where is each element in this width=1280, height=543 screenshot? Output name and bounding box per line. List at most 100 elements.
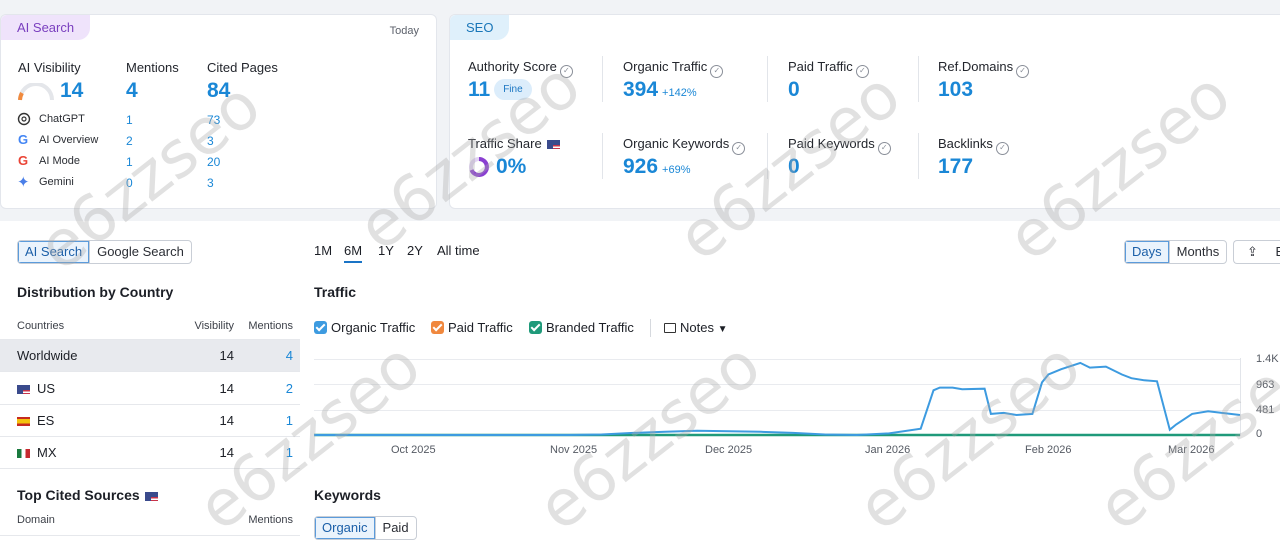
export-label: Exp (1269, 244, 1280, 259)
source-mentions[interactable]: 0 (126, 176, 133, 190)
legend-paid[interactable]: Paid Traffic (431, 320, 513, 335)
paid-traffic-label: Paid Traffic ✓ (788, 59, 869, 78)
source-name: AI Mode (39, 155, 80, 167)
info-icon[interactable]: ✓ (855, 65, 869, 78)
source-mentions[interactable]: 2 (126, 134, 133, 148)
mentions-label: Mentions (126, 60, 179, 75)
country-mentions[interactable]: 1 (285, 445, 293, 460)
google-search-toggle[interactable]: Google Search (89, 241, 191, 263)
notes-dropdown[interactable]: Notes ▼ (664, 320, 728, 335)
authority-score: 11 Fine (468, 78, 532, 102)
es-flag-icon (17, 417, 30, 426)
seo-card: SEO (449, 14, 1280, 209)
backlinks-value[interactable]: 177 (938, 155, 974, 178)
country-mentions[interactable]: 4 (285, 348, 293, 363)
paid-toggle[interactable]: Paid (374, 517, 416, 539)
country-visibility: 14 (219, 445, 234, 460)
ai-source-list: ChatGPT 1 73 G AI Overview 2 3 G AI Mode… (17, 111, 247, 195)
traffic-chart (314, 361, 1241, 437)
tab-6m[interactable]: 6M (344, 243, 363, 263)
ref-domains-value[interactable]: 103 (938, 78, 974, 101)
days-toggle[interactable]: Days (1125, 241, 1169, 263)
info-icon[interactable]: ✓ (710, 65, 724, 78)
keywords-toggle: Organic Paid (314, 516, 417, 540)
google-icon: G (18, 132, 29, 147)
traffic-share-donut-icon (469, 157, 489, 177)
traffic-share-label: Traffic Share (468, 136, 560, 151)
country-row-es[interactable]: ES 14 1 (0, 405, 300, 437)
y-tick: 481 (1256, 404, 1275, 416)
country-row-worldwide[interactable]: Worldwide 14 4 (0, 340, 300, 372)
source-cited[interactable]: 20 (207, 155, 221, 169)
country-row-mx[interactable]: MX 14 1 (0, 437, 300, 469)
traffic-share-value[interactable]: 0% (496, 155, 527, 178)
organic-traffic-change: +142% (662, 87, 697, 99)
ai-search-toggle[interactable]: AI Search (18, 241, 90, 263)
y-tick: 0 (1256, 428, 1263, 440)
mx-flag-icon (17, 449, 30, 458)
organic-keywords-value[interactable]: 926 (623, 155, 659, 178)
country-mentions[interactable]: 1 (285, 413, 293, 428)
organic-toggle[interactable]: Organic (315, 517, 375, 539)
y-tick: 1.4K (1256, 353, 1279, 365)
info-icon[interactable]: ✓ (995, 142, 1009, 155)
legend-organic[interactable]: Organic Traffic (314, 320, 415, 335)
country-mentions[interactable]: 2 (285, 381, 293, 396)
months-toggle[interactable]: Months (1168, 241, 1227, 263)
us-flag-icon (144, 492, 158, 501)
paid-keywords-value[interactable]: 0 (788, 155, 800, 178)
main-panel (0, 221, 1280, 543)
info-icon[interactable]: ✓ (732, 142, 746, 155)
ai-visibility-value[interactable]: 14 (60, 79, 84, 102)
export-button[interactable]: ⇪ Exp (1233, 240, 1280, 264)
source-cited[interactable]: 3 (207, 176, 214, 190)
authority-score-value[interactable]: 11 (468, 78, 491, 101)
country-table-header: Countries Visibility Mentions (0, 318, 300, 340)
col-cited-mentions: Mentions (248, 514, 293, 526)
seo-tag: SEO (450, 15, 510, 40)
source-cited[interactable]: 3 (207, 134, 214, 148)
mentions-value[interactable]: 4 (126, 79, 138, 102)
country-name: Worldwide (17, 348, 78, 363)
granularity-toggle: Days Months (1124, 240, 1228, 264)
notes-icon (664, 323, 676, 333)
x-tick: Feb 2026 (1025, 444, 1072, 456)
chatgpt-icon (17, 112, 31, 126)
info-icon[interactable]: ✓ (1016, 65, 1030, 78)
organic-traffic: 394 +142% (623, 78, 697, 102)
cited-pages-value[interactable]: 84 (207, 79, 231, 102)
organic-traffic-value[interactable]: 394 (623, 78, 659, 101)
info-icon[interactable]: ✓ (877, 142, 891, 155)
country-row-us[interactable]: US 14 2 (0, 373, 300, 405)
country-name: MX (37, 445, 57, 460)
source-mentions[interactable]: 1 (126, 155, 133, 169)
tab-1m[interactable]: 1M (314, 243, 333, 258)
tab-1y[interactable]: 1Y (378, 243, 394, 258)
y-tick: 963 (1256, 379, 1275, 391)
col-mentions: Mentions (248, 320, 293, 332)
cited-pages-label: Cited Pages (207, 60, 278, 75)
checkbox-icon (529, 321, 542, 334)
legend-branded[interactable]: Branded Traffic (529, 320, 634, 335)
x-tick: Dec 2025 (705, 444, 753, 456)
source-row-ai-overview: G AI Overview 2 3 (17, 132, 247, 153)
tab-all-time[interactable]: All time (437, 243, 480, 258)
traffic-title: Traffic (314, 284, 357, 300)
tab-2y[interactable]: 2Y (407, 243, 423, 258)
source-row-ai-mode: G AI Mode 1 20 (17, 153, 247, 174)
ref-domains-label: Ref.Domains ✓ (938, 59, 1030, 78)
source-cited[interactable]: 73 (207, 113, 221, 127)
ai-search-card: AI Search Today AI Visibility Mentions C… (0, 14, 437, 209)
ai-search-tag: AI Search (1, 15, 91, 40)
country-visibility: 14 (219, 413, 234, 428)
country-name: ES (37, 413, 55, 428)
info-icon[interactable]: ✓ (559, 65, 573, 78)
organic-keywords: 926 +69% (623, 155, 691, 179)
checkbox-icon (431, 321, 444, 334)
us-flag-icon (546, 140, 560, 149)
x-tick: Oct 2025 (391, 444, 436, 456)
paid-traffic-value[interactable]: 0 (788, 78, 800, 101)
country-visibility: 14 (219, 348, 234, 363)
source-mentions[interactable]: 1 (126, 113, 133, 127)
distribution-title: Distribution by Country (17, 284, 174, 300)
